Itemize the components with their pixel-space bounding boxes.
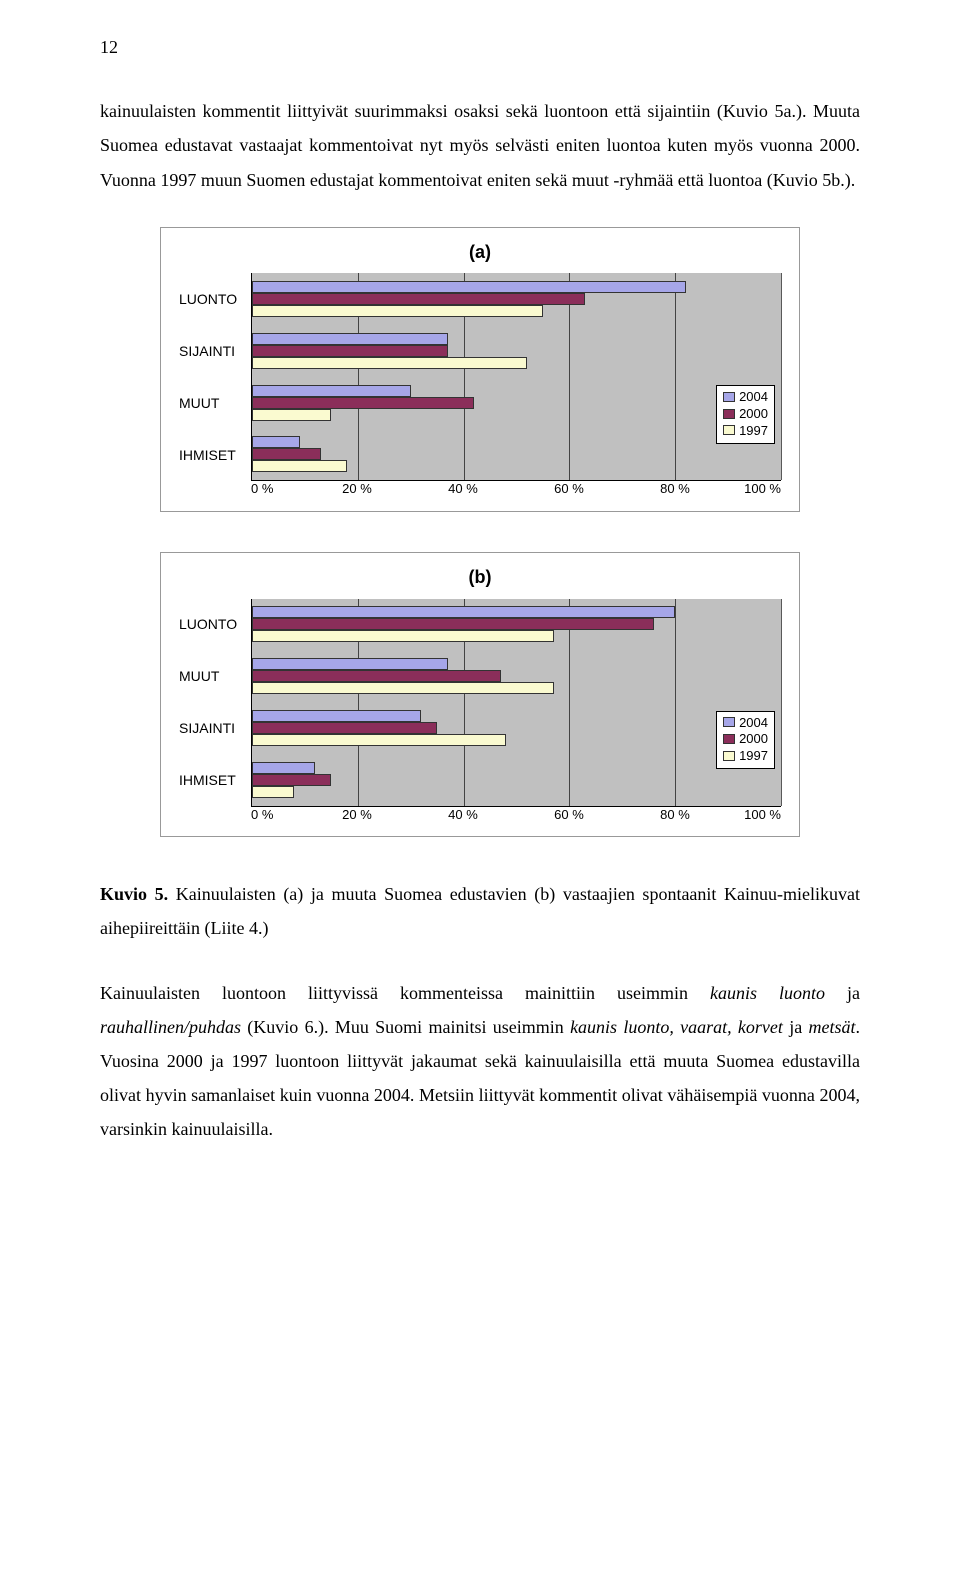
caption-text: Kainuulaisten (a) ja muuta Suomea edusta…: [100, 884, 860, 938]
xtick-label: 20 %: [304, 481, 410, 497]
legend-swatch: [723, 409, 735, 419]
xtick-label: 60 %: [516, 807, 622, 823]
category-label: IHMISET: [179, 429, 245, 481]
bar: [252, 281, 686, 293]
category-label: MUUT: [179, 651, 245, 703]
legend-swatch: [723, 734, 735, 744]
xtick-label: 60 %: [516, 481, 622, 497]
bar: [252, 774, 331, 786]
xtick-label: 80 %: [622, 481, 728, 497]
bar: [252, 448, 321, 460]
category-label: LUONTO: [179, 599, 245, 651]
p2-i2: rauhallinen/puhdas: [100, 1017, 241, 1037]
category-label: SIJAINTI: [179, 325, 245, 377]
bar: [252, 670, 501, 682]
p2-b: ja: [825, 983, 860, 1003]
xtick-label: 0 %: [251, 481, 304, 497]
bar: [252, 345, 448, 357]
bar: [252, 734, 506, 746]
xtick-label: 100 %: [728, 481, 781, 497]
chart-b-title: (b): [179, 567, 781, 589]
bar: [252, 397, 474, 409]
bar: [252, 436, 300, 448]
chart-a: (a) LUONTOSIJAINTIMUUTIHMISET 2004200019…: [160, 227, 800, 512]
bar: [252, 618, 654, 630]
legend-label: 2000: [739, 406, 768, 422]
chart-b: (b) LUONTOMUUTSIJAINTIIHMISET 2004200019…: [160, 552, 800, 837]
page-number: 12: [100, 30, 860, 64]
bar: [252, 786, 294, 798]
xtick-label: 0 %: [251, 807, 304, 823]
bar: [252, 630, 554, 642]
p2-a: Kainuulaisten luontoon liittyvissä komme…: [100, 983, 710, 1003]
paragraph-2: Kainuulaisten luontoon liittyvissä komme…: [100, 976, 860, 1147]
chart-b-ylabels: LUONTOMUUTSIJAINTIIHMISET: [179, 599, 251, 807]
figure-caption: Kuvio 5. Kainuulaisten (a) ja muuta Suom…: [100, 877, 860, 945]
xtick-label: 80 %: [622, 807, 728, 823]
legend-swatch: [723, 751, 735, 761]
p2-d: ja: [783, 1017, 809, 1037]
p2-i1: kaunis luonto: [710, 983, 825, 1003]
p2-i3: kaunis luonto, vaarat, korvet: [570, 1017, 783, 1037]
chart-b-plot: 200420001997: [251, 599, 781, 807]
bar: [252, 710, 421, 722]
bar: [252, 293, 585, 305]
chart-a-title: (a): [179, 242, 781, 264]
bar: [252, 722, 437, 734]
bar: [252, 357, 527, 369]
category-label: LUONTO: [179, 273, 245, 325]
bar: [252, 409, 331, 421]
bar: [252, 333, 448, 345]
legend-label: 2004: [739, 389, 768, 405]
legend-swatch: [723, 425, 735, 435]
legend-label: 2000: [739, 731, 768, 747]
chart-a-legend: 200420001997: [716, 385, 775, 444]
xtick-label: 20 %: [304, 807, 410, 823]
legend-label: 1997: [739, 748, 768, 764]
p2-i4: metsät: [808, 1017, 855, 1037]
legend-label: 2004: [739, 715, 768, 731]
bar: [252, 460, 347, 472]
category-label: IHMISET: [179, 755, 245, 807]
legend-swatch: [723, 392, 735, 402]
xtick-label: 100 %: [728, 807, 781, 823]
bar: [252, 658, 448, 670]
bar: [252, 305, 543, 317]
chart-a-xaxis: 0 %20 %40 %60 %80 %100 %: [251, 481, 781, 497]
legend-label: 1997: [739, 423, 768, 439]
legend-swatch: [723, 717, 735, 727]
caption-label: Kuvio 5.: [100, 884, 168, 904]
bar: [252, 762, 315, 774]
paragraph-intro: kainuulaisten kommentit liittyivät suuri…: [100, 94, 860, 197]
bar: [252, 385, 411, 397]
chart-b-xaxis: 0 %20 %40 %60 %80 %100 %: [251, 807, 781, 823]
category-label: MUUT: [179, 377, 245, 429]
category-label: SIJAINTI: [179, 703, 245, 755]
xtick-label: 40 %: [410, 481, 516, 497]
chart-b-legend: 200420001997: [716, 711, 775, 770]
p2-c: (Kuvio 6.). Muu Suomi mainitsi useimmin: [241, 1017, 570, 1037]
xtick-label: 40 %: [410, 807, 516, 823]
bar: [252, 682, 554, 694]
chart-a-ylabels: LUONTOSIJAINTIMUUTIHMISET: [179, 273, 251, 481]
chart-a-plot: 200420001997: [251, 273, 781, 481]
bar: [252, 606, 675, 618]
